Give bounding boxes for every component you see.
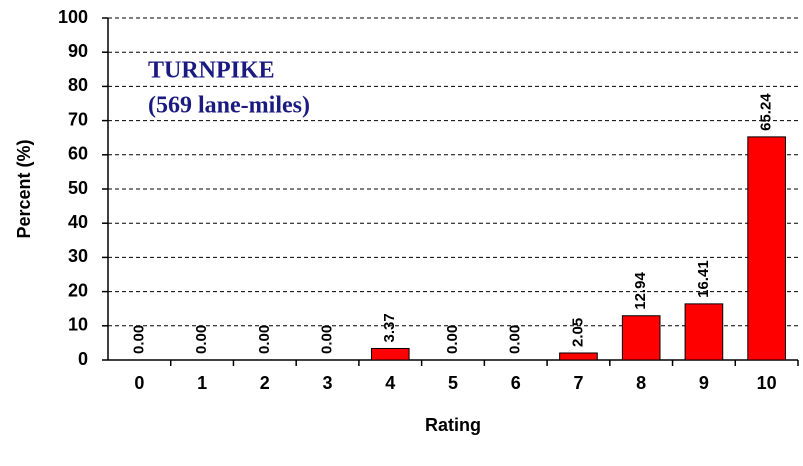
value-label: 0.00 xyxy=(507,325,524,354)
y-tick-label: 90 xyxy=(68,41,88,61)
y-tick-label: 100 xyxy=(58,7,88,27)
annotation: (569 lane-miles) xyxy=(148,93,310,119)
y-tick-label: 60 xyxy=(68,144,88,164)
value-label: 16.41 xyxy=(695,260,712,298)
bar xyxy=(370,347,410,361)
value-label: 2.05 xyxy=(569,318,586,347)
bar xyxy=(559,352,598,361)
x-tick-label: 1 xyxy=(197,373,207,393)
value-label: 65.24 xyxy=(758,93,775,131)
x-tick-label: 8 xyxy=(636,373,646,393)
value-label: 0.00 xyxy=(193,325,210,354)
value-label: 0.00 xyxy=(256,325,273,354)
bar xyxy=(621,315,661,361)
y-tick-label: 70 xyxy=(68,109,88,129)
x-tick-label: 0 xyxy=(134,373,144,393)
y-tick-label: 10 xyxy=(68,315,88,335)
x-tick-label: 10 xyxy=(757,373,777,393)
bar xyxy=(747,136,786,361)
x-tick-label: 3 xyxy=(323,373,333,393)
x-axis-label: Rating xyxy=(425,415,481,435)
x-tick-label: 4 xyxy=(385,373,395,393)
bar xyxy=(684,303,724,361)
x-tick-label: 7 xyxy=(573,373,583,393)
value-label: 12.94 xyxy=(632,272,649,310)
y-tick-label: 0 xyxy=(78,349,88,369)
y-tick-label: 30 xyxy=(68,246,88,266)
value-label: 0.00 xyxy=(444,325,461,354)
y-tick-label: 50 xyxy=(68,178,88,198)
x-tick-label: 6 xyxy=(511,373,521,393)
x-tick-label: 2 xyxy=(260,373,270,393)
annotation: TURNPIKE xyxy=(148,58,275,84)
x-tick-label: 5 xyxy=(448,373,458,393)
value-label: 3.37 xyxy=(381,313,398,342)
value-label: 0.00 xyxy=(319,325,336,354)
y-tick-label: 20 xyxy=(68,280,88,300)
y-axis-label: Percent (%) xyxy=(14,139,34,238)
x-tick-label: 9 xyxy=(699,373,709,393)
value-label: 0.00 xyxy=(130,325,147,354)
y-tick-label: 80 xyxy=(68,75,88,95)
y-tick-label: 40 xyxy=(68,212,88,232)
